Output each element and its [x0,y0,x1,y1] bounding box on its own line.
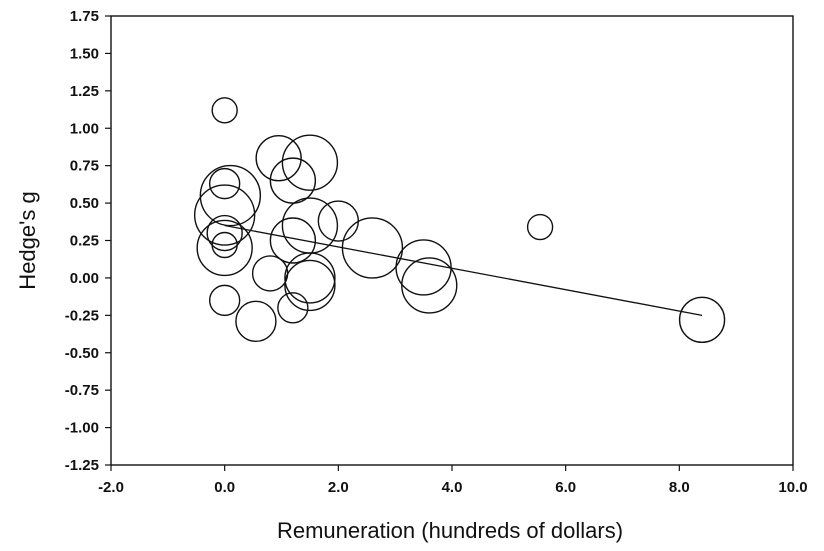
y-tick-label: 1.75 [70,8,99,25]
bubble-point [193,184,256,246]
x-tick-label: 2.0 [328,479,349,496]
bubble-point [341,217,404,279]
bubble-point [277,292,309,324]
bubble-point [208,284,241,317]
bubble-point [255,134,302,182]
y-tick-label: 1.50 [70,45,99,62]
x-tick-label: 4.0 [442,479,463,496]
y-tick-label: 0.50 [70,195,99,212]
bubble-point [317,200,360,242]
bubble-point [269,217,317,264]
y-tick-label: -1.25 [65,457,99,474]
bubble-point [401,257,458,314]
bubble-point [208,167,241,200]
y-tick-label: -0.50 [65,345,99,362]
bubble-point [196,219,253,277]
y-tick-label: -0.75 [65,382,99,399]
bubble-point [284,259,336,312]
x-tick-label: 6.0 [555,479,576,496]
regression-line [224,224,703,316]
y-axis-title: Hedge's g [15,191,40,289]
y-tick-label: 0.25 [70,233,99,250]
bubble-point [395,239,452,296]
y-tick-label: -0.25 [65,307,99,324]
x-axis-ticks: -2.0 0.0 2.0 4.0 6.0 8.0 10.0 [98,465,808,496]
bubble-point [211,97,238,124]
y-tick-label: -1.00 [65,420,99,437]
x-axis-title: Remuneration (hundreds of dollars) [277,518,623,543]
bubble-point [526,213,554,241]
plot-frame [110,15,794,466]
bubble-point [199,164,262,227]
x-tick-label: 0.0 [214,479,235,496]
bubble-point [235,300,277,343]
y-tick-label: 0.75 [70,158,99,175]
y-tick-label: 1.25 [70,83,99,100]
bubble-point [206,214,243,252]
bubble-point [281,134,339,191]
x-tick-label: 8.0 [669,479,690,496]
bubble-series [193,97,726,344]
bubble-point [211,231,238,259]
y-axis-ticks: 1.75 1.50 1.25 1.00 0.75 0.50 0.25 0.00 -0.25 -0.… [65,8,111,474]
x-tick-label: 10.0 [778,479,807,496]
x-tick-label: -2.0 [98,479,124,496]
bubble-point [284,252,336,304]
bubble-point [678,296,726,344]
y-tick-label: 1.00 [70,120,99,137]
y-tick-label: 0.00 [70,270,99,287]
